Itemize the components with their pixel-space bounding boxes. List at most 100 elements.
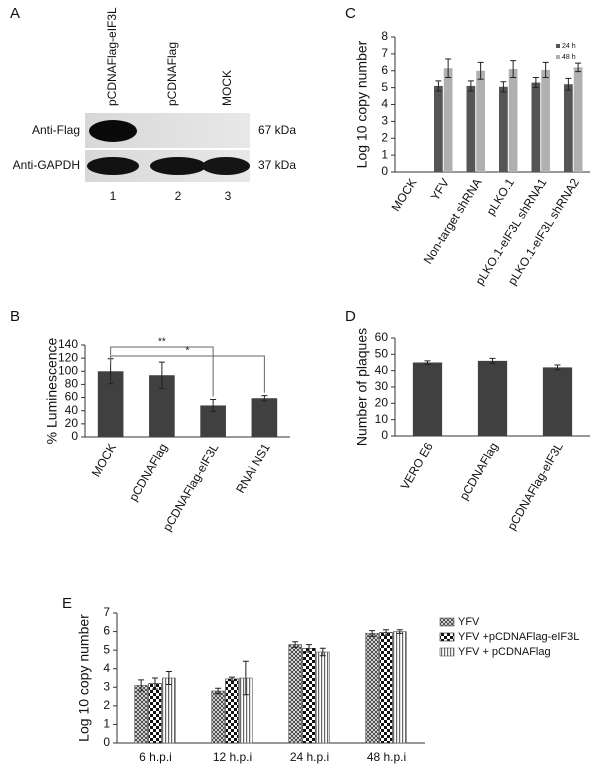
panel-label: A — [10, 5, 20, 22]
bar — [412, 362, 443, 436]
y-tick-label: 0 — [103, 735, 110, 749]
bar — [288, 644, 302, 744]
y-tick-label: 20 — [65, 416, 79, 430]
significance-label: ** — [158, 337, 166, 348]
error-bar — [477, 61, 484, 80]
error-bar — [467, 80, 474, 92]
x-tick-label: 24 h.p.i — [290, 750, 329, 764]
legend-label: YFV +pCDNAFlag-eIF3L — [458, 631, 579, 643]
x-tick-label: MOCK — [389, 176, 420, 214]
error-bar — [292, 641, 299, 648]
lane-label: MOCK — [220, 70, 234, 106]
row-label: Anti-GAPDH — [13, 158, 80, 172]
y-tick-label: 120 — [58, 350, 78, 364]
y-tick-label: 60 — [65, 390, 79, 404]
bar — [541, 69, 550, 172]
y-tick-label: 20 — [375, 396, 389, 410]
bar — [316, 651, 330, 744]
error-bar — [554, 364, 561, 371]
y-tick-label: 2 — [381, 130, 388, 144]
y-tick-label: 3 — [381, 114, 388, 128]
x-tick-label: pCDNAFlag — [126, 441, 170, 503]
bar — [434, 85, 443, 172]
error-bar — [306, 644, 312, 653]
y-tick-label: 0 — [381, 164, 388, 178]
error-bar — [575, 62, 582, 73]
y-tick-label: 1 — [381, 147, 388, 161]
y-axis-label: Number of plaques — [354, 328, 370, 446]
bar — [476, 70, 485, 172]
bar — [542, 367, 573, 436]
y-tick-label: 80 — [65, 377, 79, 391]
bar — [302, 647, 316, 744]
bar — [499, 86, 508, 172]
panel-label: E — [62, 595, 72, 612]
y-tick-label: 40 — [375, 363, 389, 377]
panel-label: D — [345, 308, 356, 325]
bar — [443, 68, 453, 172]
bar — [477, 360, 508, 436]
band — [89, 120, 137, 142]
bar — [162, 677, 176, 744]
error-bar — [435, 80, 442, 92]
x-tick-label: MOCK — [89, 441, 119, 479]
error-bar — [165, 671, 172, 685]
x-tick-label: 6 h.p.i — [139, 750, 172, 764]
y-tick-label: 2 — [103, 698, 110, 712]
error-bar — [489, 357, 496, 364]
lane-number: 1 — [110, 189, 117, 203]
bar — [211, 690, 225, 744]
error-bar — [532, 77, 539, 89]
legend-swatch — [556, 44, 560, 48]
x-tick-label: VERO E6 — [398, 440, 436, 492]
error-bar — [542, 61, 549, 78]
y-axis-label: % Luminescence — [44, 337, 60, 444]
error-bar — [383, 629, 389, 636]
x-tick-label: pCDNAFlag-eIF3L — [160, 441, 222, 534]
x-tick-label: 48 h.p.i — [367, 750, 406, 764]
x-tick-label: pCDNAFlag — [457, 440, 501, 502]
legend-swatch — [439, 632, 455, 642]
y-tick-label: 40 — [65, 403, 79, 417]
y-tick-label: 30 — [375, 379, 389, 393]
y-tick-label: 5 — [103, 642, 110, 656]
y-tick-label: 6 — [103, 624, 110, 638]
bar — [508, 69, 518, 172]
error-bar — [152, 677, 158, 690]
size-label: 67 kDa — [258, 123, 296, 137]
error-bar — [210, 399, 217, 412]
x-tick-label: pCDNAFlag-eIF3L — [504, 440, 566, 533]
lane-number: 3 — [225, 189, 232, 203]
y-tick-label: 4 — [103, 661, 110, 675]
band — [150, 157, 206, 175]
error-bar — [261, 395, 268, 402]
error-bar — [396, 629, 403, 634]
bar — [531, 82, 541, 172]
bar — [134, 685, 148, 744]
legend-label: YFV — [458, 616, 480, 628]
x-tick-label: Non-target shRNA — [421, 176, 485, 267]
y-tick-label: 140 — [58, 337, 78, 351]
error-bar — [158, 361, 165, 389]
bar — [251, 398, 278, 437]
bar — [466, 85, 476, 172]
chart: D 0 10 20 30 40 50 60 Number of plaques VERO E6 pC… — [345, 308, 590, 533]
y-axis-label: Log 10 copy number — [354, 40, 370, 168]
lane-label: pCDNAFlag-eIF3L — [105, 7, 119, 106]
chart: E 0 1 2 3 4 5 6 7 Log 10 copy number 6 h.p.i 12 h.p… — [62, 595, 579, 764]
panel-label: C — [345, 5, 356, 22]
y-tick-label: 4 — [381, 97, 388, 111]
legend-label: 24 h — [562, 43, 576, 50]
lane-number: 2 — [175, 189, 182, 203]
y-tick-label: 60 — [375, 330, 389, 344]
y-tick-label: 0 — [71, 429, 78, 443]
error-bar — [369, 630, 376, 637]
error-bar — [565, 77, 572, 91]
panel-label: B — [10, 308, 20, 325]
error-bar — [319, 647, 326, 657]
error-bar — [229, 676, 235, 682]
legend-swatch — [439, 647, 455, 657]
bar — [573, 67, 583, 172]
bar — [564, 84, 573, 172]
